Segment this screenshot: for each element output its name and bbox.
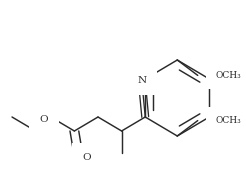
Text: O: O [83,153,91,163]
Text: N: N [138,76,147,85]
Text: O: O [40,114,48,124]
Text: OCH₃: OCH₃ [215,116,241,125]
Text: OCH₃: OCH₃ [215,71,241,80]
